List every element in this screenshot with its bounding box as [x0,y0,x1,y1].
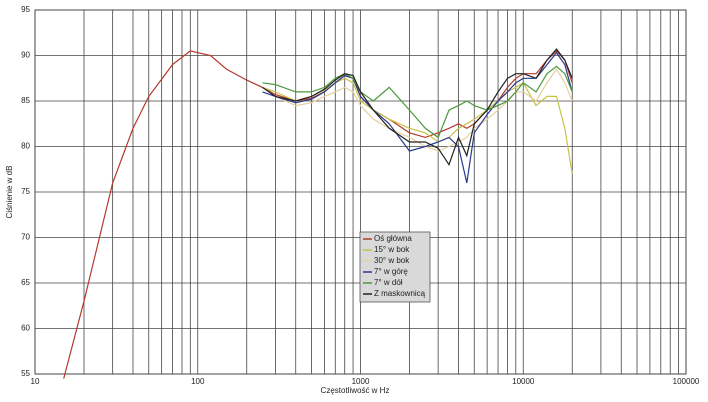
series-line [262,48,573,167]
x-axis-label: Częstotliwość w Hz [321,386,390,395]
y-axis-label: Ciśnienie w dB [5,166,14,219]
x-tick-label: 10000 [512,377,535,386]
y-tick-label: 90 [21,51,30,60]
y-tick-label: 55 [21,369,30,378]
y-tick-label: 80 [21,142,30,151]
legend-label: Z maskownicą [374,289,426,298]
legend-label: Oś główna [374,234,412,243]
legend-label: 7° w dół [374,278,403,287]
x-tick-label: 1000 [352,377,370,386]
y-tick-label: 95 [21,5,30,14]
series-line [262,51,573,184]
y-tick-label: 85 [21,96,30,105]
y-tick-label: 60 [21,324,30,333]
x-tick-label: 100 [191,377,205,386]
x-tick-label: 10 [31,377,40,386]
x-tick-label: 100000 [673,377,700,386]
legend-label: 30° w bok [374,256,410,265]
legend: Oś główna 15° w bok 30° w bok 7° w górę 7° w… [359,231,431,303]
legend-label: 7° w górę [374,267,408,276]
y-tick-label: 75 [21,187,30,196]
y-tick-label: 70 [21,233,30,242]
series-line [262,67,573,152]
series-line [262,65,573,139]
y-tick-label: 65 [21,278,30,287]
legend-box [359,231,431,303]
legend-label: 15° w bok [374,245,410,254]
